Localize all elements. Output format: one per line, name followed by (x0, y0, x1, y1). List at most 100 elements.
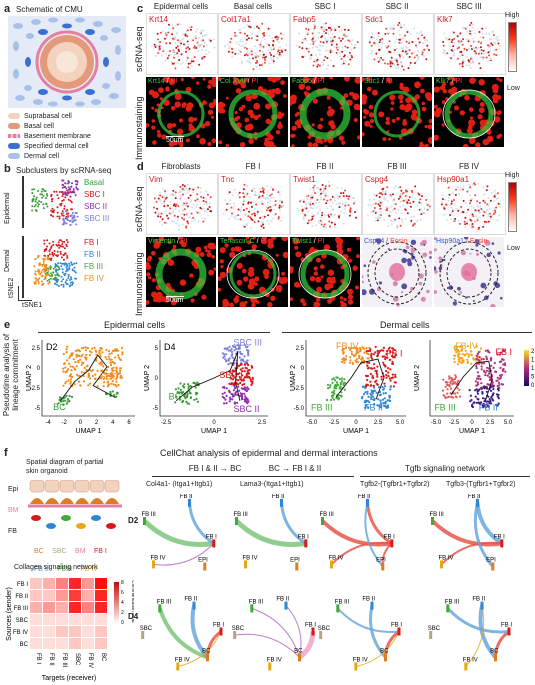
nucleus (271, 237, 277, 240)
cell-node-label: FB I (501, 623, 512, 629)
feature-point (323, 223, 326, 226)
umap-point (495, 403, 498, 406)
feature-point (278, 41, 281, 44)
heatmap-cell (43, 578, 55, 589)
tsne-point (68, 268, 71, 270)
feature-point (262, 53, 265, 56)
feature-point (325, 226, 328, 229)
umap-point (247, 372, 251, 375)
feature-point (238, 49, 241, 52)
feature-point (475, 210, 478, 213)
nucleus (316, 297, 321, 302)
feature-point (185, 201, 188, 204)
feature-point (301, 47, 304, 50)
umap-point (115, 380, 118, 383)
feature-point (192, 188, 195, 191)
feature-point (400, 37, 403, 40)
tsne-point (44, 197, 47, 200)
feature-point (494, 209, 497, 212)
nucleus (158, 237, 165, 242)
tsne-point (31, 205, 34, 208)
heatmap-cell (82, 578, 94, 589)
feature-point (314, 192, 317, 195)
feature-point (310, 54, 313, 56)
nucleus (235, 88, 242, 94)
column-title: SBC III (456, 2, 482, 11)
umap-point (391, 376, 394, 379)
feature-point (467, 38, 470, 41)
nucleus (234, 117, 239, 122)
feature-point (250, 217, 253, 220)
feature-point (381, 37, 384, 40)
f-spatial-title: Spatial diagram of partial skin organoid (26, 459, 104, 475)
feature-point (495, 54, 498, 57)
feature-point (400, 219, 403, 222)
nucleus (426, 94, 432, 102)
feature-point (196, 193, 199, 196)
umap-point (480, 365, 483, 368)
immunostaining-image: Vimentin / PI 50um (146, 237, 216, 307)
feature-point (340, 187, 343, 190)
tsne-point (61, 268, 64, 271)
nucleus (492, 98, 499, 104)
umap-point (476, 381, 479, 384)
feature-point (253, 212, 256, 215)
stain-marker-label: Cspg4 (364, 238, 385, 245)
feature-point (490, 191, 493, 194)
feature-point (323, 22, 326, 25)
umap-point (370, 396, 373, 399)
tsne-point (61, 240, 64, 243)
umap-point (242, 378, 245, 381)
nucleus (199, 138, 206, 145)
feature-point (169, 53, 172, 56)
heatmap-cell (56, 602, 68, 613)
feature-point (159, 41, 162, 43)
feature-point (474, 32, 476, 35)
nucleus (270, 295, 276, 301)
feature-point (340, 210, 343, 213)
feature-point (453, 199, 455, 201)
cell-legend-sbc: SBC (52, 548, 67, 555)
feature-point (453, 48, 456, 51)
umap-point (474, 389, 477, 392)
feature-point (495, 197, 498, 200)
umap-point (79, 384, 82, 387)
stained-cell (372, 260, 376, 264)
feature-point (176, 215, 179, 218)
feature-point (417, 55, 420, 58)
feature-point (408, 55, 411, 58)
feature-point (477, 51, 480, 54)
cell-node-label: FB IV (151, 555, 166, 561)
feature-point (229, 45, 231, 48)
y-axis-label: UMAP 2 (144, 365, 151, 391)
feature-point (480, 52, 483, 55)
umap-point (63, 362, 66, 366)
feature-point (260, 225, 263, 228)
feature-point (177, 224, 180, 227)
feature-point (408, 49, 411, 51)
feature-point (420, 30, 423, 33)
umap-point (470, 405, 474, 408)
feature-point (279, 209, 281, 212)
tsne-point (59, 204, 62, 207)
umap-point (229, 398, 232, 401)
feature-point (201, 217, 204, 220)
feature-point (395, 226, 398, 229)
nucleus (244, 77, 249, 82)
feature-point (180, 195, 183, 198)
cell-node (500, 539, 504, 548)
feature-point (313, 203, 316, 206)
feature-point (256, 54, 259, 57)
umap-point (69, 380, 72, 383)
feature-point (205, 33, 208, 36)
feature-point (382, 192, 385, 195)
tsne-point (67, 273, 70, 276)
feature-point (256, 35, 259, 38)
feature-point (325, 42, 328, 45)
feature-point (404, 34, 406, 37)
tsne-point (65, 222, 68, 225)
stain-counter-label: PI (385, 78, 393, 85)
umap-point (498, 353, 501, 356)
feature-point (270, 209, 273, 211)
feature-point (254, 34, 257, 37)
